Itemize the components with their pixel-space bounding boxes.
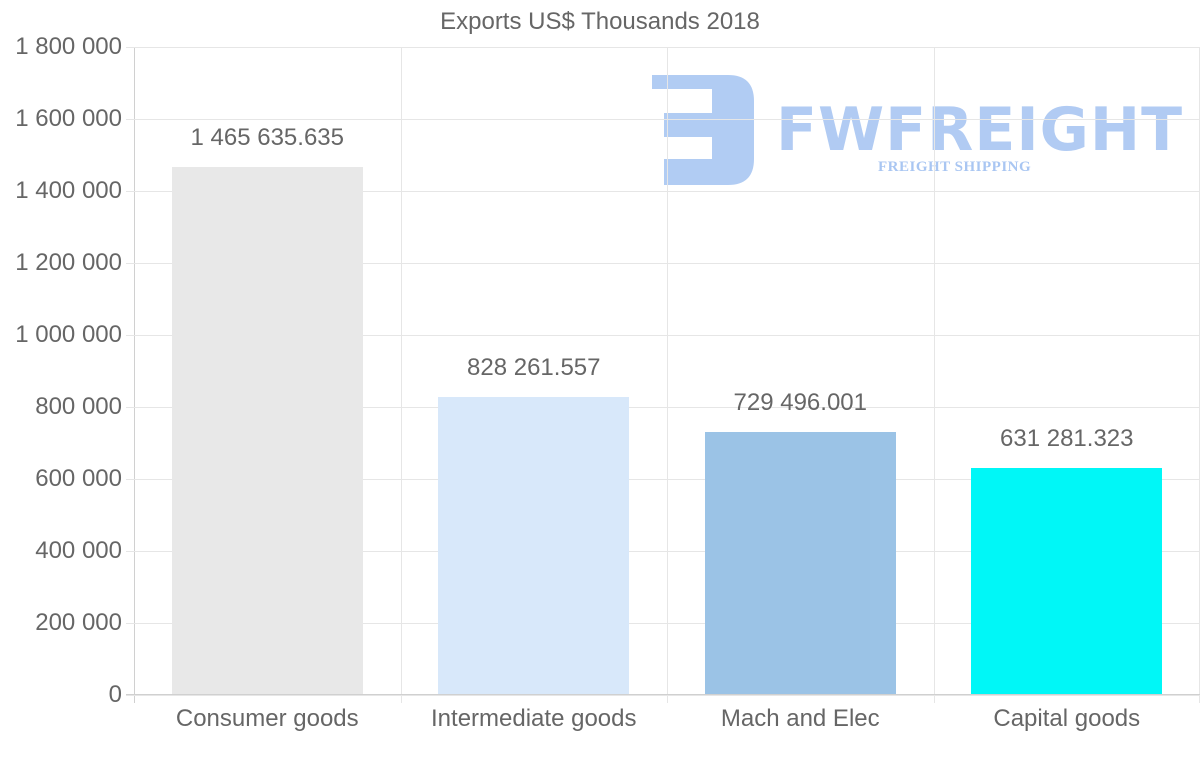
bar-value-label: 828 261.557 (467, 353, 601, 381)
v-gridline (401, 47, 402, 703)
bar-value-label: 1 465 635.635 (190, 124, 344, 152)
y-tick-mark (126, 623, 134, 624)
x-tick-label: Mach and Elec (720, 705, 880, 732)
y-tick-label: 1 000 000 (15, 321, 122, 348)
x-axis-line (126, 694, 1200, 695)
bar-capital-goods[interactable] (971, 467, 1163, 695)
y-axis-line (134, 47, 135, 703)
y-tick-mark (126, 479, 134, 480)
y-tick-label: 600 000 (35, 465, 122, 492)
y-tick-mark (126, 551, 134, 552)
y-tick-label: 400 000 (35, 537, 122, 564)
bar-mach-and-elec[interactable] (704, 432, 896, 695)
bar-consumer-goods[interactable] (171, 167, 363, 695)
x-tick-label: Capital goods (993, 705, 1141, 732)
v-gridline (667, 47, 668, 703)
y-tick-label: 1 800 000 (15, 33, 122, 60)
y-tick-label: 1 200 000 (15, 249, 122, 276)
y-tick-label: 1 600 000 (15, 105, 122, 132)
y-tick-mark (126, 695, 134, 696)
y-tick-label: 0 (108, 681, 122, 708)
y-tick-mark (126, 119, 134, 120)
bar-intermediate-goods[interactable] (438, 396, 630, 695)
chart-title: Exports US$ Thousands 2018 (440, 8, 760, 35)
y-tick-label: 800 000 (35, 393, 122, 420)
y-tick-mark (126, 191, 134, 192)
y-tick-mark (126, 263, 134, 264)
y-tick-mark (126, 47, 134, 48)
y-tick-mark (126, 335, 134, 336)
y-tick-label: 1 400 000 (15, 177, 122, 204)
x-tick-label: Consumer goods (175, 705, 359, 732)
bar-value-label: 729 496.001 (733, 389, 867, 417)
y-tick-mark (126, 407, 134, 408)
y-tick-label: 200 000 (35, 609, 122, 636)
v-gridline (934, 47, 935, 703)
x-tick-label: Intermediate goods (431, 705, 637, 732)
bar-value-label: 631 281.323 (1000, 424, 1134, 452)
